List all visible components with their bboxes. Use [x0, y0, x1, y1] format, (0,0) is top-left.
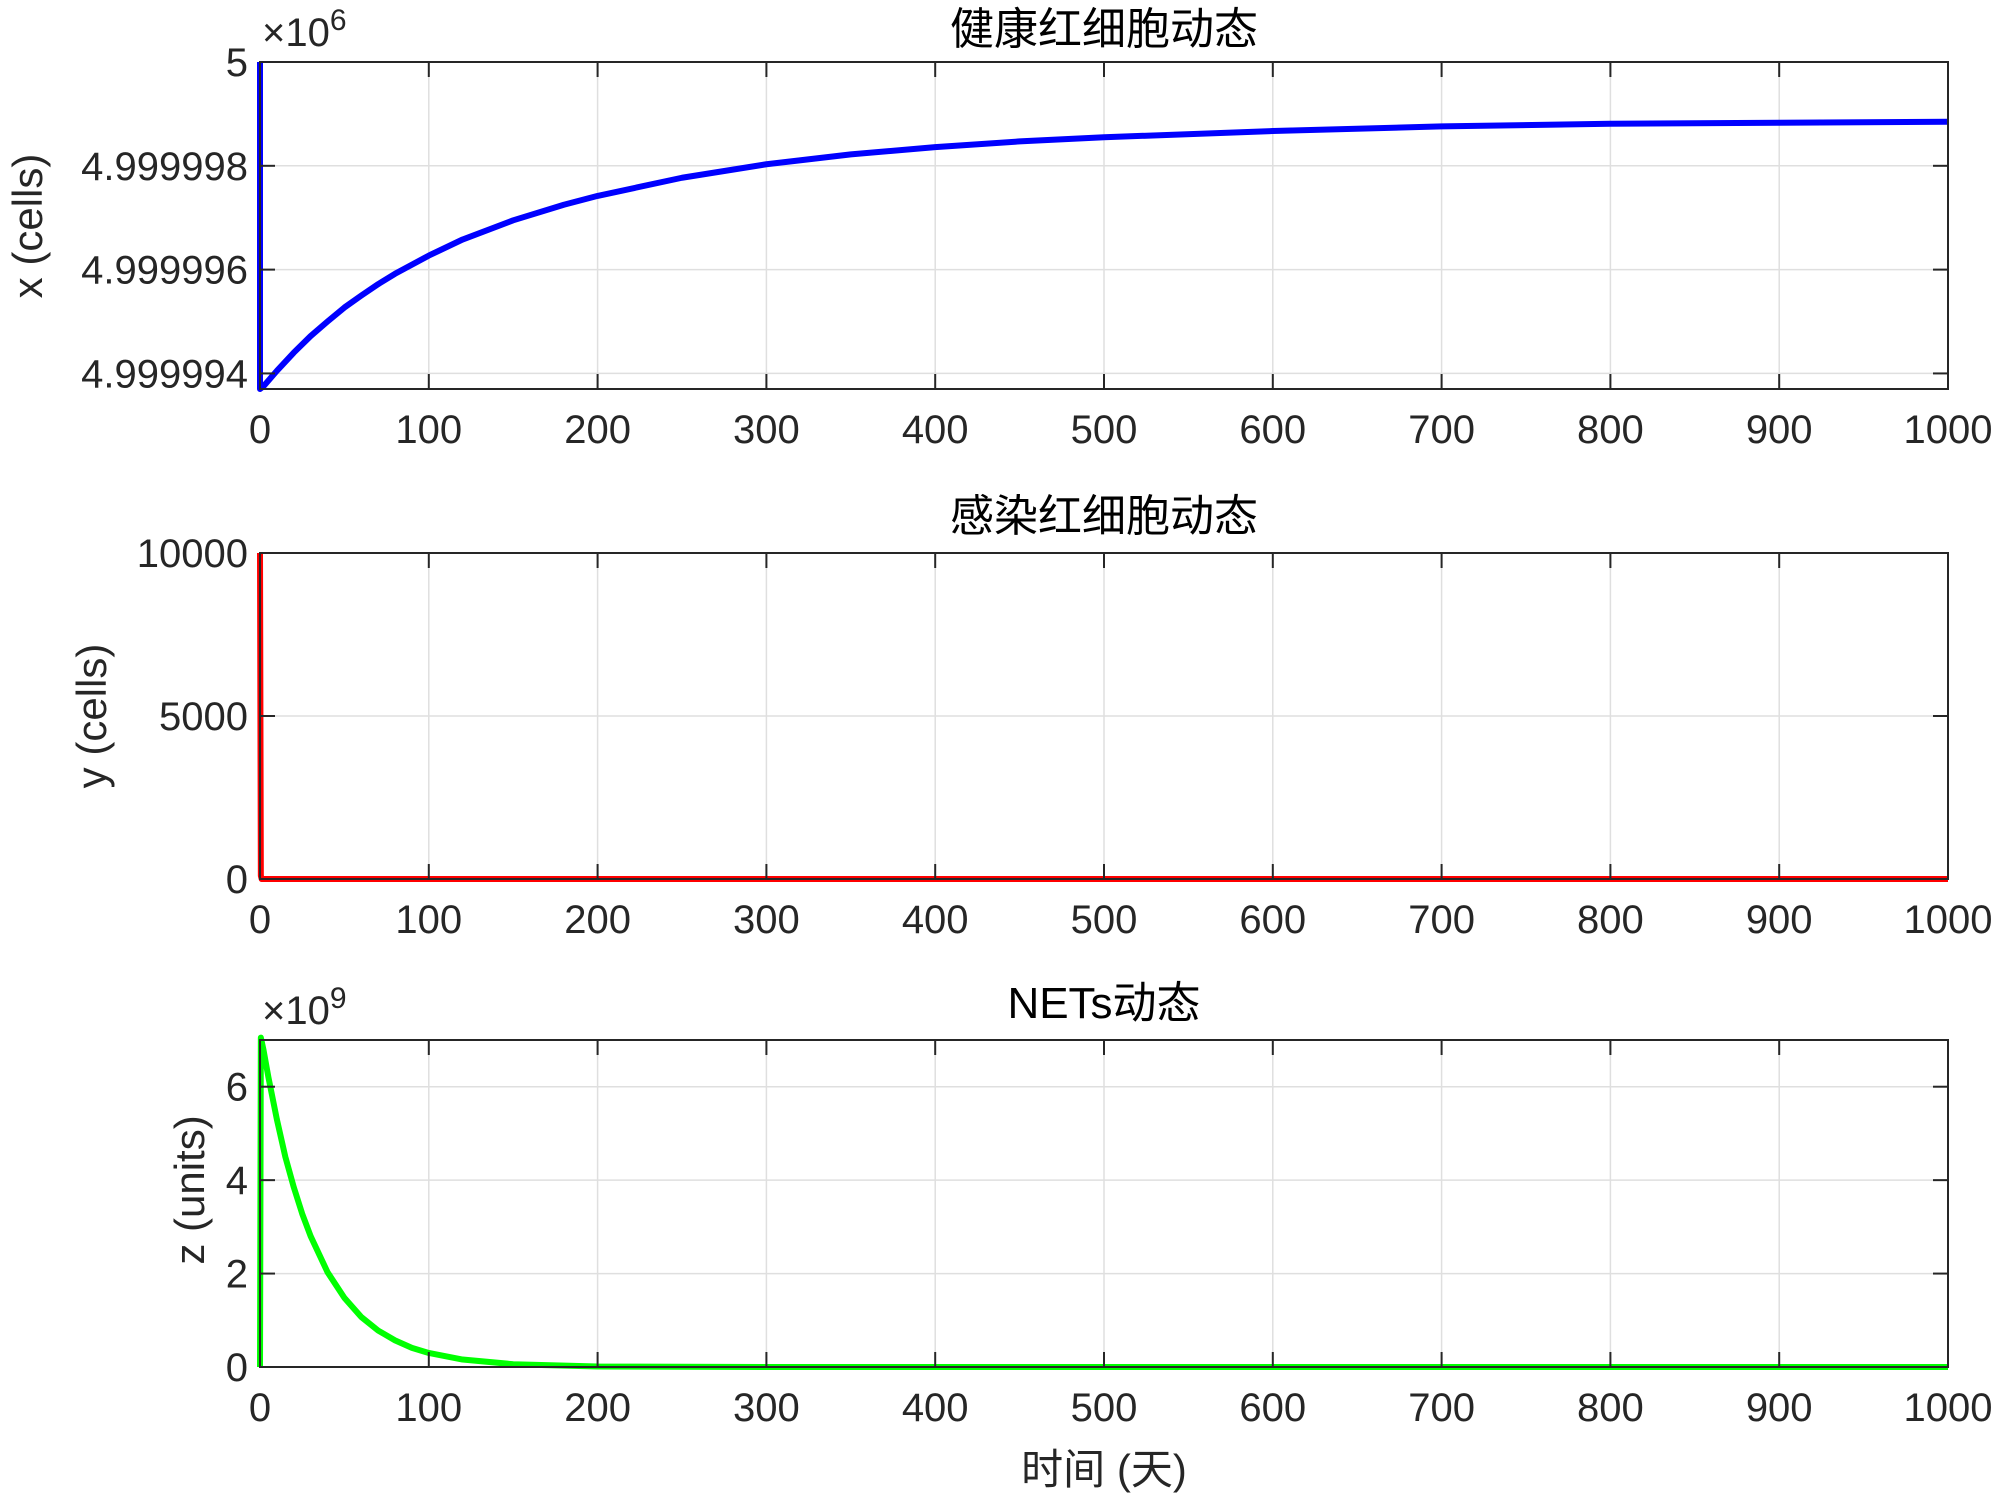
x-tick-labels-2: 0 100 200 300 400 500 600 700 800 900 1000 [249, 898, 1993, 942]
x-tick-label: 900 [1746, 898, 1813, 942]
series-line [257, 1034, 1948, 1370]
x-tick-label: 200 [564, 898, 631, 942]
x-tick-label: 600 [1239, 1386, 1306, 1430]
chart-title-3: NETs动态 [1007, 979, 1200, 1028]
x-tick-label: 500 [1071, 1386, 1138, 1430]
y-tick-label: 2 [226, 1253, 248, 1297]
x-axis-label-3: 时间 (天) [1021, 1446, 1187, 1493]
x-tick-label: 1000 [1904, 408, 1993, 452]
x-tick-label: 700 [1408, 898, 1475, 942]
exponent-power-3: 9 [330, 982, 347, 1015]
x-tick-labels-1: 0 100 200 300 400 500 600 700 800 900 1000 [249, 408, 1993, 452]
x-tick-label: 900 [1746, 408, 1813, 452]
y-tick-label: 4.999998 [81, 145, 248, 189]
x-tick-label: 500 [1071, 408, 1138, 452]
chart-title-2: 感染红细胞动态 [950, 492, 1258, 541]
y-tick-labels-1: 4.999994 4.999996 4.999998 5 [81, 41, 248, 396]
x-tick-label: 100 [395, 408, 462, 452]
x-tick-label: 0 [249, 898, 271, 942]
series-3 [257, 1034, 1948, 1370]
x-tick-label: 700 [1408, 408, 1475, 452]
y-axis-label-3: z (units) [166, 1115, 213, 1264]
x-tick-label: 800 [1577, 1386, 1644, 1430]
x-tick-label: 300 [733, 898, 800, 942]
exponent-label-3: ×109 [262, 982, 347, 1033]
x-tick-label: 0 [249, 408, 271, 452]
y-axis-label-1: x (cells) [4, 154, 51, 299]
y-tick-labels-3: 0 2 4 6 [226, 1066, 248, 1390]
x-tick-label: 800 [1577, 408, 1644, 452]
series-line [257, 62, 1949, 392]
x-tick-label: 1000 [1904, 898, 1993, 942]
y-tick-label: 5 [226, 41, 248, 85]
x-tick-label: 100 [395, 898, 462, 942]
series-1 [257, 62, 1949, 392]
y-tick-labels-2: 0 5000 10000 [137, 532, 248, 902]
exponent-power-1: 6 [330, 4, 347, 37]
x-tick-label: 200 [564, 1386, 631, 1430]
x-tick-label: 0 [249, 1386, 271, 1430]
x-tick-label: 300 [733, 1386, 800, 1430]
tick-marks-1 [259, 61, 1949, 389]
y-tick-label: 4 [226, 1159, 248, 1203]
x-tick-label: 400 [902, 408, 969, 452]
x-tick-label: 300 [733, 408, 800, 452]
x-tick-label: 700 [1408, 1386, 1475, 1430]
y-tick-label: 0 [226, 858, 248, 902]
x-tick-label: 900 [1746, 1386, 1813, 1430]
y-tick-label: 4.999996 [81, 249, 248, 293]
y-axis-label-2: y (cells) [68, 644, 115, 789]
x-tick-label: 500 [1071, 898, 1138, 942]
x-tick-label: 400 [902, 1386, 969, 1430]
tick-marks-2 [259, 552, 1949, 880]
y-tick-label: 0 [226, 1346, 248, 1390]
chart-title-1: 健康红细胞动态 [950, 5, 1258, 54]
subplot-3: 0 100 200 300 400 500 600 700 800 900 1000 0 2 4 6 NE… [166, 979, 1992, 1493]
x-tick-label: 600 [1239, 408, 1306, 452]
exponent-label-1: ×106 [262, 4, 347, 55]
x-tick-label: 800 [1577, 898, 1644, 942]
tick-marks-3 [259, 1040, 1949, 1368]
x-tick-label: 200 [564, 408, 631, 452]
x-tick-label: 1000 [1904, 1386, 1993, 1430]
exponent-base-3: ×10 [262, 989, 330, 1033]
x-tick-label: 400 [902, 898, 969, 942]
x-tick-label: 600 [1239, 898, 1306, 942]
y-tick-label: 10000 [137, 532, 248, 576]
x-tick-labels-3: 0 100 200 300 400 500 600 700 800 900 1000 [249, 1386, 1993, 1430]
y-tick-label: 6 [226, 1066, 248, 1110]
y-tick-label: 4.999994 [81, 352, 248, 396]
y-tick-label: 5000 [159, 695, 248, 739]
x-tick-label: 100 [395, 1386, 462, 1430]
subplot-2: 0 100 200 300 400 500 600 700 800 900 1000 0 5000 10… [68, 492, 1992, 942]
exponent-base-1: ×10 [262, 11, 330, 55]
subplot-1: 0 100 200 300 400 500 600 700 800 900 1000 4.99999… [4, 4, 1992, 452]
